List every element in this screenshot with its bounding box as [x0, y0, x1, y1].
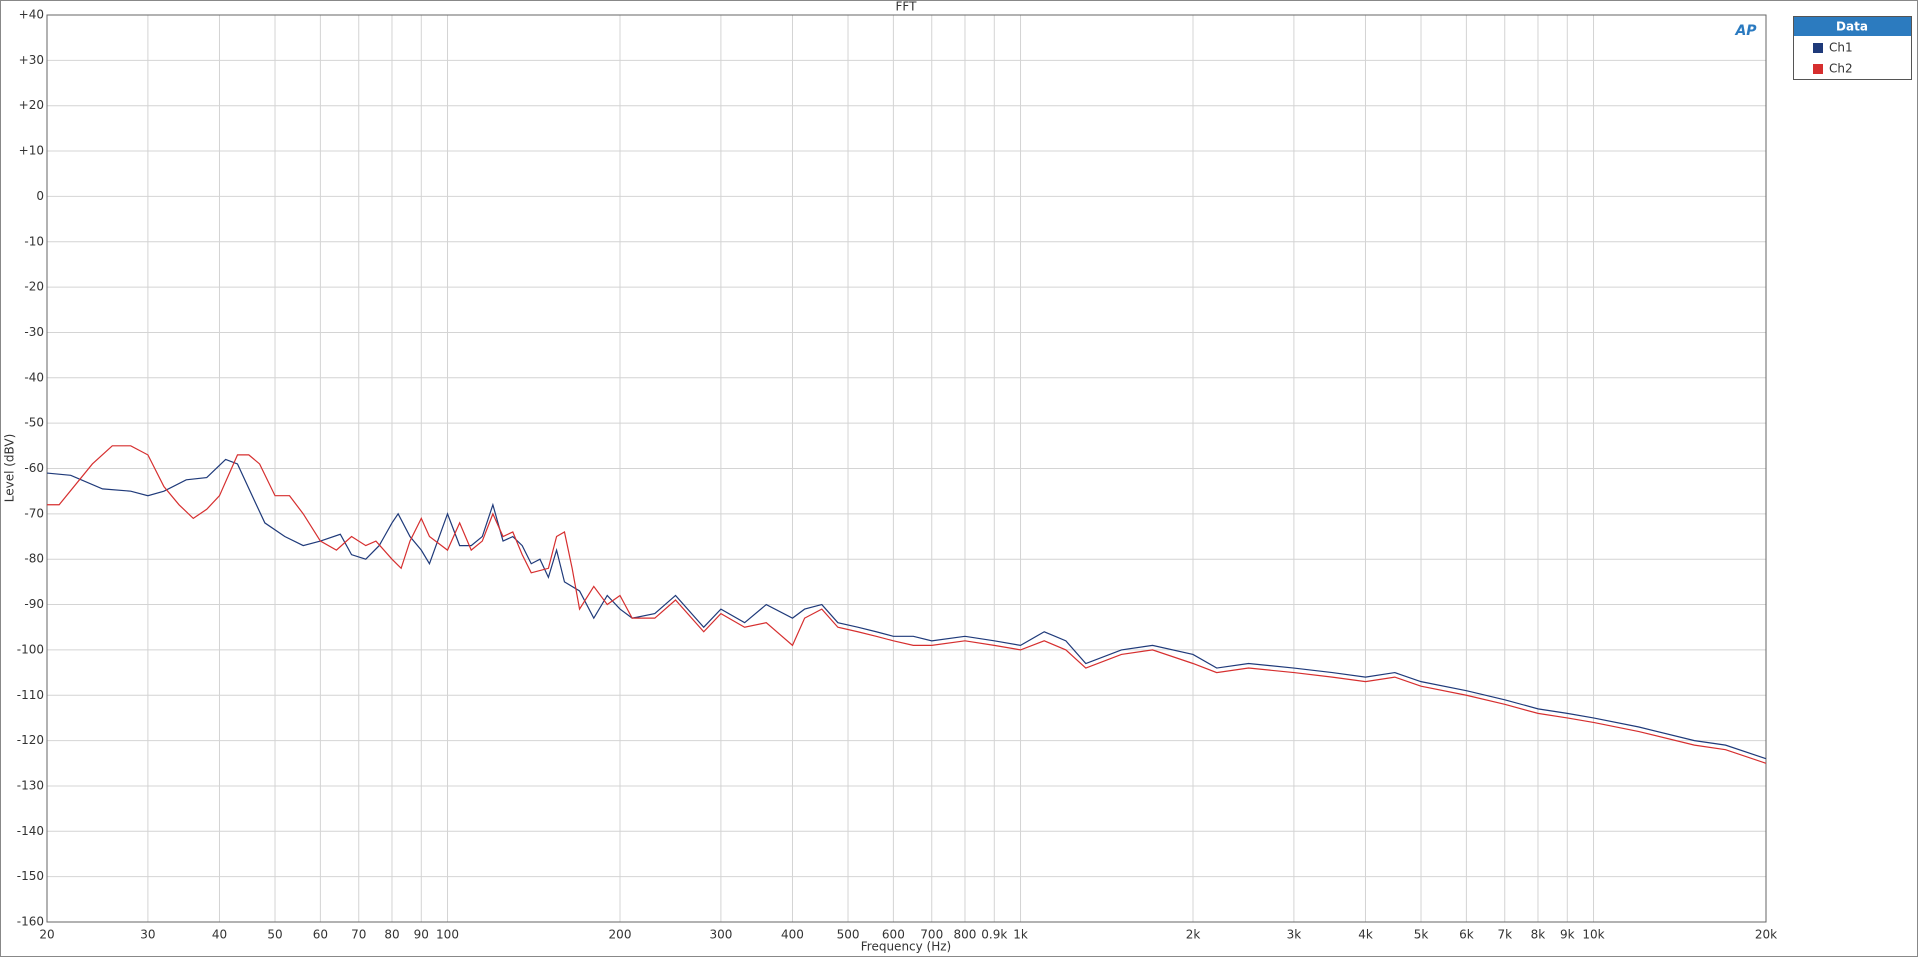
- y-tick-label: -10: [24, 234, 44, 248]
- legend-label: Ch1: [1829, 41, 1853, 55]
- y-tick-label: -100: [17, 642, 44, 656]
- x-tick-label: 4k: [1358, 928, 1373, 942]
- y-tick-label: +10: [19, 144, 44, 158]
- x-tick-label: 8k: [1531, 928, 1546, 942]
- y-tick-label: 0: [36, 189, 44, 203]
- chart-title: FFT: [896, 0, 918, 14]
- x-tick-label: 2k: [1186, 928, 1201, 942]
- x-tick-label: 90: [414, 928, 429, 942]
- x-tick-label: 70: [351, 928, 366, 942]
- x-tick-label: 0.9k: [981, 928, 1007, 942]
- x-tick-label: 6k: [1459, 928, 1474, 942]
- x-tick-label: 500: [837, 928, 860, 942]
- x-tick-label: 7k: [1497, 928, 1512, 942]
- y-tick-label: -30: [24, 325, 44, 339]
- legend-title: Data: [1836, 20, 1868, 34]
- x-tick-label: 3k: [1287, 928, 1302, 942]
- data-line: [46, 458, 1767, 760]
- x-tick-label: 80: [384, 928, 399, 942]
- logo: AP: [1734, 23, 1757, 39]
- x-tick-label: 20: [39, 928, 54, 942]
- legend-swatch: [1813, 43, 1823, 53]
- x-tick-label: 600: [882, 928, 905, 942]
- y-tick-label: -140: [17, 824, 44, 838]
- x-tick-label: 40: [212, 928, 227, 942]
- y-tick-label: -160: [17, 915, 44, 929]
- y-tick-label: +20: [19, 98, 44, 112]
- y-tick-label: -130: [17, 778, 44, 792]
- x-tick-label: 30: [140, 928, 155, 942]
- y-tick-label: -90: [24, 597, 44, 611]
- y-tick-label: -80: [24, 552, 44, 566]
- y-tick-label: -20: [24, 280, 44, 294]
- y-tick-label: -70: [24, 506, 44, 520]
- data-line: [47, 445, 1767, 764]
- x-tick-label: 200: [609, 928, 632, 942]
- y-tick-label: -150: [17, 869, 44, 883]
- x-tick-label: 60: [313, 928, 328, 942]
- y-tick-label: -60: [24, 461, 44, 475]
- x-axis-label: Frequency (Hz): [861, 940, 952, 954]
- y-tick-label: -110: [17, 688, 44, 702]
- x-tick-label: 5k: [1414, 928, 1429, 942]
- x-tick-label: 20k: [1755, 928, 1777, 942]
- x-tick-label: 400: [781, 928, 804, 942]
- x-tick-label: 1k: [1013, 928, 1028, 942]
- x-tick-label: 700: [920, 928, 943, 942]
- legend-label: Ch2: [1829, 62, 1853, 76]
- x-tick-label: 300: [709, 928, 732, 942]
- y-tick-label: -120: [17, 733, 44, 747]
- x-tick-label: 50: [267, 928, 282, 942]
- x-tick-label: 9k: [1560, 928, 1575, 942]
- legend-header: [1794, 17, 1911, 36]
- y-tick-label: -50: [24, 416, 44, 430]
- x-tick-label: 10k: [1582, 928, 1604, 942]
- x-tick-label: 100: [436, 928, 459, 942]
- x-tick-label: 800: [954, 928, 977, 942]
- y-axis-label: Level (dBV): [3, 434, 17, 503]
- y-tick-label: -40: [24, 370, 44, 384]
- y-tick-label: +30: [19, 53, 44, 67]
- legend-swatch: [1813, 64, 1823, 74]
- plot-border: [46, 14, 1767, 923]
- y-tick-label: +40: [19, 8, 44, 22]
